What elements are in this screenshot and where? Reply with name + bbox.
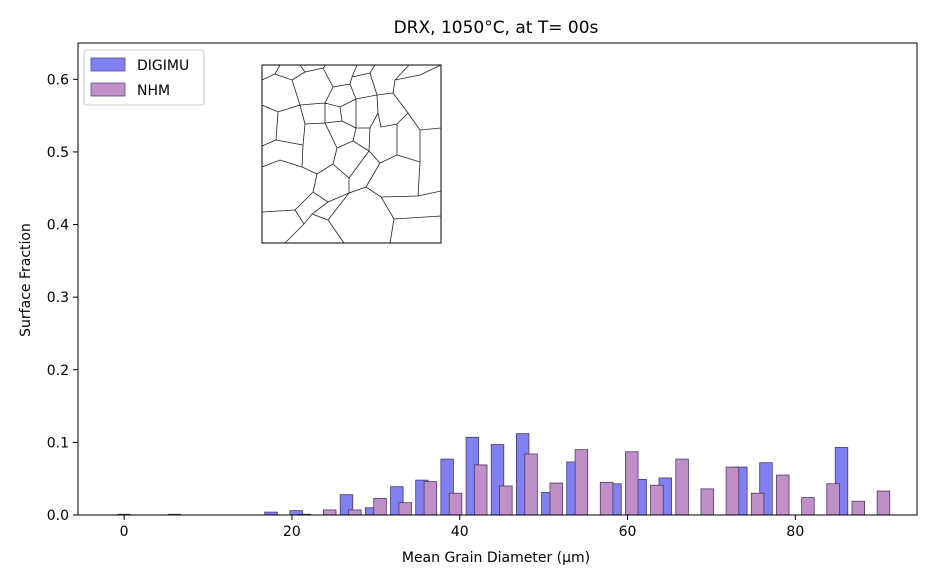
bar-nhm-14 [625, 451, 639, 516]
bar-nhm-7 [448, 492, 463, 516]
bar-nhm-12 [574, 449, 589, 516]
bar-nhm-9 [499, 485, 513, 516]
legend-swatch-nhm [90, 82, 126, 97]
legend-swatch-digimu [90, 57, 126, 72]
bar-nhm-17 [700, 488, 714, 516]
y-tick-label-4: 0.4 [47, 218, 69, 234]
bar-nhm-23 [851, 500, 865, 516]
y-tick-label-1: 0.1 [47, 435, 69, 451]
bar-nhm-16 [675, 458, 689, 516]
x-tick-label-0: 0 [120, 524, 129, 540]
y-tick-label-0: 0.0 [47, 508, 69, 524]
bar-nhm-4 [373, 497, 387, 516]
bar-nhm-19 [750, 492, 765, 516]
microstructure-inset-image [261, 64, 442, 244]
bar-nhm-11 [549, 482, 563, 516]
y-axis-title: Surface Fraction [18, 223, 34, 337]
bar-nhm-2 [323, 509, 337, 516]
x-axis-title: Mean Grain Diameter (µm) [402, 550, 590, 566]
chart-title: DRX, 1050°C, at T= 00s [394, 18, 599, 38]
y-tick-label-2: 0.2 [47, 363, 69, 379]
x-tick-label-3: 60 [619, 524, 637, 540]
y-tick-label-6: 0.6 [47, 72, 69, 88]
legend-label-nhm: NHM [137, 83, 170, 99]
x-tick-label-1: 20 [283, 524, 301, 540]
bar-nhm-5 [398, 502, 412, 516]
y-tick-label-5: 0.5 [47, 145, 69, 161]
bar-nhm-13 [599, 481, 614, 516]
bar-nhm-8 [474, 464, 488, 516]
bar-nhm-21 [801, 497, 815, 516]
bars-layer [117, 433, 891, 516]
bar-nhm-10 [524, 453, 538, 516]
bar-nhm-22 [826, 483, 840, 516]
bar-nhm-24 [876, 490, 891, 516]
x-tick-label-2: 40 [451, 524, 469, 540]
bar-nhm-6 [423, 481, 438, 516]
plot-frame [77, 42, 918, 516]
ticks-layer: 0 20 40 60 80 0.0 0.1 0.2 0.3 0.4 0.5 0.6 [47, 72, 805, 540]
legend: DIGIMU NHM [83, 49, 205, 106]
y-tick-label-3: 0.3 [47, 290, 69, 306]
bar-nhm-15 [650, 484, 664, 516]
bar-nhm-3 [348, 509, 362, 516]
bar-nhm-18 [725, 466, 740, 516]
x-tick-label-4: 80 [786, 524, 804, 540]
legend-label-digimu: DIGIMU [137, 58, 189, 74]
bar-nhm-20 [776, 474, 790, 516]
